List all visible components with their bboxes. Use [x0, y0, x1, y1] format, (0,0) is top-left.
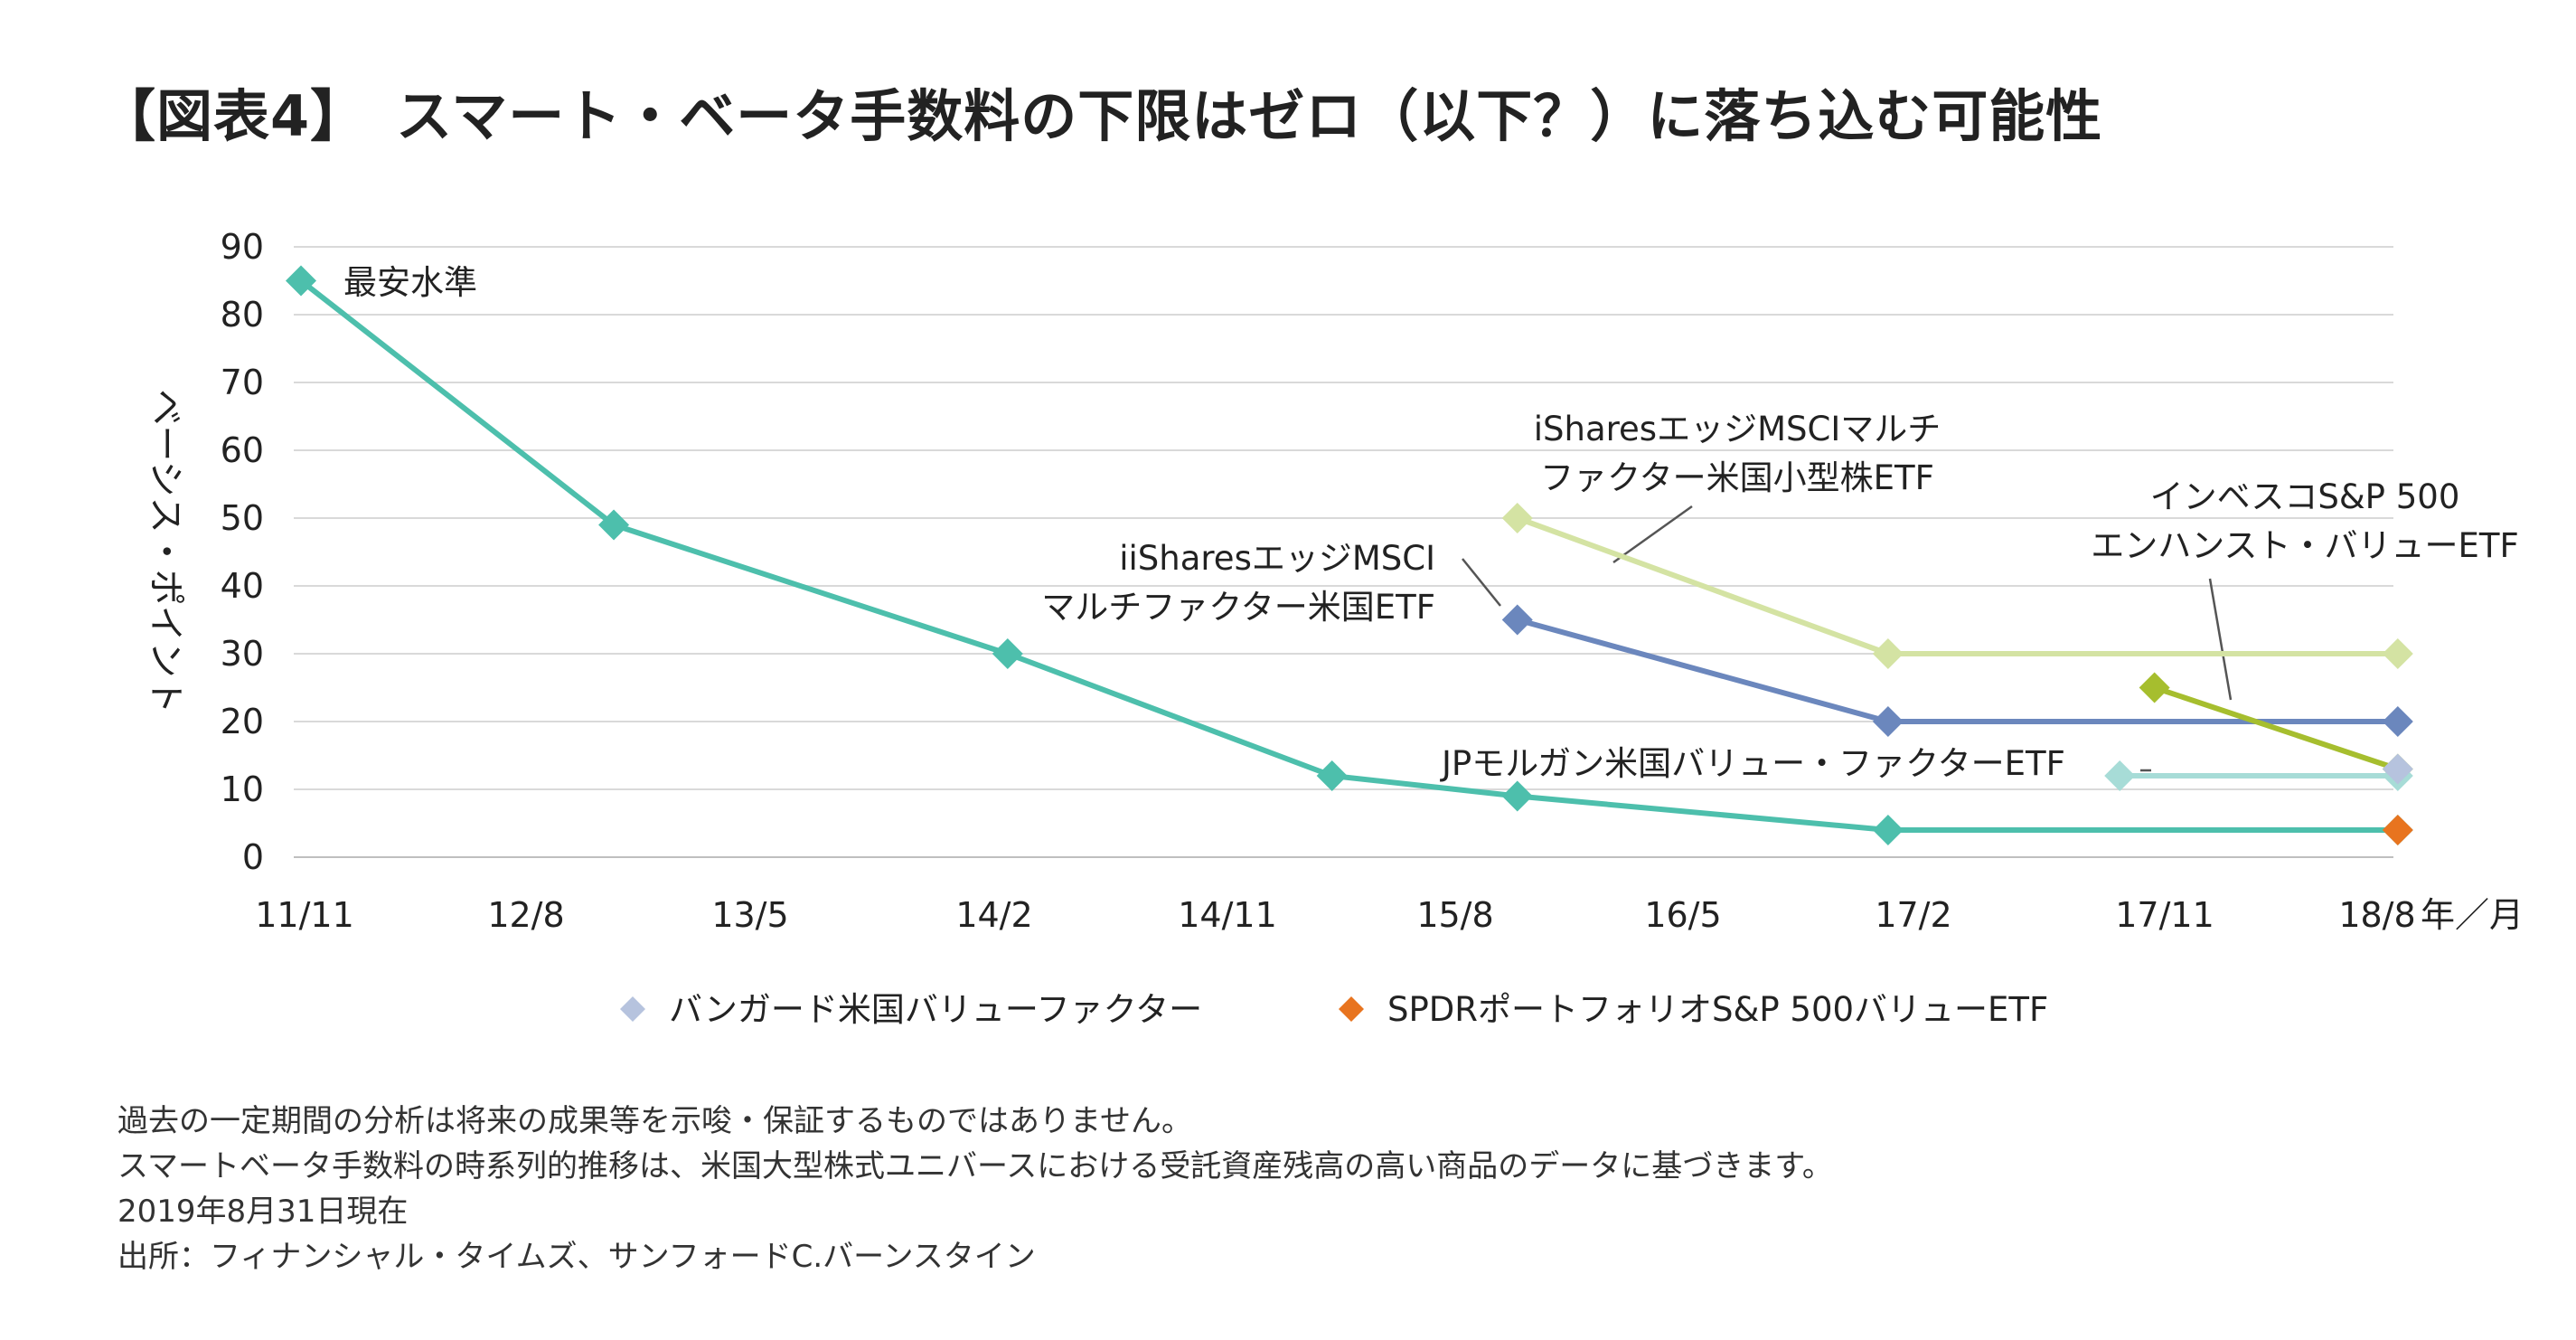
leader-line-1 [1462, 558, 1501, 607]
marker-s0-p5 [1872, 815, 1904, 845]
chart-title: 【図表4】 スマート・ベータ手数料の下限はゼロ（以下？）に落ち込む可能性 [99, 83, 2103, 149]
y-tick-30: 30 [221, 634, 264, 674]
leader-line-0 [1612, 505, 1693, 564]
legend-label-1: SPDRポートフォリオS&P 500バリューETF [1387, 990, 2048, 1029]
x-tick-6: 16/5 [1644, 895, 1721, 935]
series-markers [286, 265, 2413, 845]
marker-s2-p1 [1872, 706, 1904, 737]
annotation-ishares_us-line-0: iiSharesエッジMSCI [1119, 539, 1435, 578]
note-date: 2019年8月31日現在 [118, 1194, 409, 1230]
note-methodology: スマートベータ手数料の時系列的推移は、米国大型株式ユニバースにおける受託資産残高… [118, 1148, 1833, 1184]
x-tick-0: 11/11 [255, 895, 354, 935]
annotation-ishares_us-line-1: マルチファクター米国ETF [1041, 588, 1435, 627]
marker-s0-p4 [1501, 780, 1533, 812]
marker-s2-p2 [2382, 706, 2413, 737]
x-tick-4: 14/11 [1178, 895, 1277, 935]
marker-s0-p3 [1316, 760, 1348, 791]
x-tick-1: 12/8 [487, 895, 564, 935]
y-tick-labels: 0 10 20 30 40 50 60 70 80 90 [221, 227, 264, 877]
x-tick-9: 18/8 [2338, 895, 2415, 935]
x-tick-labels: 11/11 12/8 13/5 14/2 14/11 15/8 16/5 17/2 17/11 1… [255, 895, 2415, 935]
x-tick-8: 17/11 [2115, 895, 2214, 935]
y-tick-0: 0 [242, 837, 264, 877]
marker-s1-p2 [2382, 638, 2413, 669]
marker-s1-p1 [1872, 638, 1904, 669]
marker-s0-p1 [598, 509, 630, 541]
x-tick-3: 14/2 [955, 895, 1032, 935]
y-tick-10: 10 [221, 769, 264, 809]
line-chart: 0 10 20 30 40 50 60 70 80 90 11/11 12/8 13/5 14/2 14/… [145, 227, 2524, 1029]
annotation-lowest-line-0: 最安水準 [343, 263, 477, 302]
leader-line-2 [2208, 578, 2233, 701]
y-tick-40: 40 [221, 566, 264, 606]
legend-label-0: バンガード米国バリューファクター [669, 990, 1202, 1029]
annotation-leader-lines [1462, 505, 2233, 772]
y-tick-90: 90 [221, 227, 264, 267]
y-tick-20: 20 [221, 702, 264, 741]
marker-s5-p0 [2382, 753, 2413, 785]
marker-s3-p0 [2139, 672, 2170, 703]
legend: バンガード米国バリューファクター SPDRポートフォリオS&P 500バリューET… [620, 990, 2048, 1029]
marker-s2-p0 [1501, 604, 1533, 636]
x-tick-2: 13/5 [711, 895, 788, 935]
y-tick-80: 80 [221, 295, 264, 335]
series-line-2 [1516, 617, 2398, 724]
marker-s6-p0 [2382, 815, 2413, 845]
footnotes: 過去の一定期間の分析は将来の成果等を示唆・保証するものではありません。 スマート… [118, 1099, 1833, 1279]
note-disclaimer: 過去の一定期間の分析は将来の成果等を示唆・保証するものではありません。 [118, 1103, 1192, 1139]
marker-s0-p2 [992, 638, 1023, 669]
annotation-invesco-line-0: インベスコS&P 500 [2150, 477, 2460, 516]
marker-s1-p0 [1501, 503, 1533, 533]
note-source: 出所：フィナンシャル・タイムズ、サンフォードC.バーンスタイン [118, 1239, 1036, 1275]
grid-lines [294, 246, 2393, 858]
x-tick-7: 17/2 [1875, 895, 1951, 935]
marker-s4-p0 [2104, 760, 2136, 791]
x-axis-label: 年／月 [2421, 895, 2524, 935]
marker-s0-p0 [286, 265, 316, 297]
y-tick-60: 60 [221, 430, 264, 470]
y-tick-50: 50 [221, 498, 264, 538]
legend-marker-0 [620, 996, 645, 1022]
legend-marker-1 [1339, 996, 1364, 1022]
x-tick-5: 15/8 [1416, 895, 1493, 935]
y-axis-label: ベーシス・ポイント [145, 389, 186, 713]
series-line-3 [2153, 684, 2399, 772]
annotation-ishares_small-line-1: ファクター米国小型株ETF [1540, 458, 1934, 497]
annotation-ishares_small-line-0: iSharesエッジMSCIマルチ [1534, 410, 1941, 448]
annotation-invesco-line-1: エンハンスト・バリューETF [2091, 526, 2519, 565]
annotation-jpm-line-0: JPモルガン米国バリュー・ファクターETF [1440, 744, 2065, 783]
y-tick-70: 70 [221, 363, 264, 402]
